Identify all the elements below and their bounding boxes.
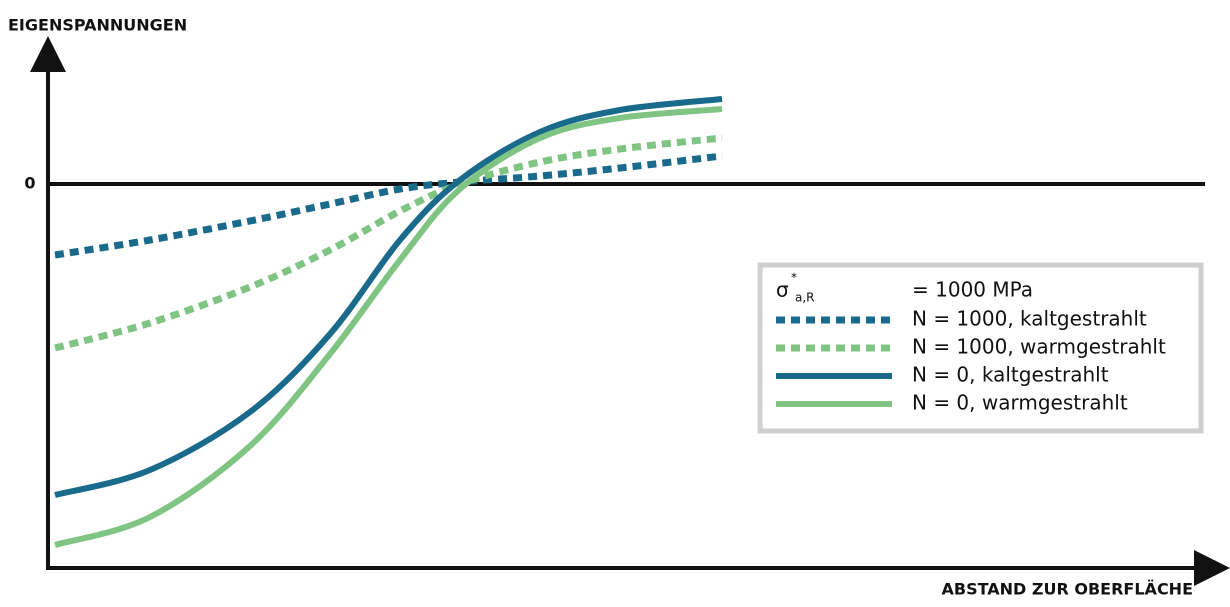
series-line — [54, 152, 723, 259]
y-axis-arrow — [30, 36, 66, 72]
series-line — [54, 106, 723, 548]
legend-header-text: = 1000 MPa — [912, 278, 1033, 302]
legend-label: N = 1000, warmgestrahlt — [912, 335, 1166, 359]
legend-label: N = 0, kaltgestrahlt — [912, 363, 1109, 387]
x-axis-arrow — [1194, 550, 1230, 586]
legend-label: N = 1000, kaltgestrahlt — [912, 307, 1147, 331]
y-axis-label: EIGENSPANNUNGEN — [8, 16, 187, 35]
y-tick-label: 0 — [24, 174, 35, 193]
x-axis-label: ABSTAND ZUR OBERFLÄCHE — [942, 580, 1194, 599]
legend-superscript: * — [791, 271, 797, 285]
legend-subscript: a,R — [795, 291, 815, 305]
legend-symbol: σ — [776, 278, 789, 302]
legend-label: N = 0, warmgestrahlt — [912, 391, 1128, 415]
series-line — [54, 134, 723, 352]
series-line — [54, 96, 723, 498]
